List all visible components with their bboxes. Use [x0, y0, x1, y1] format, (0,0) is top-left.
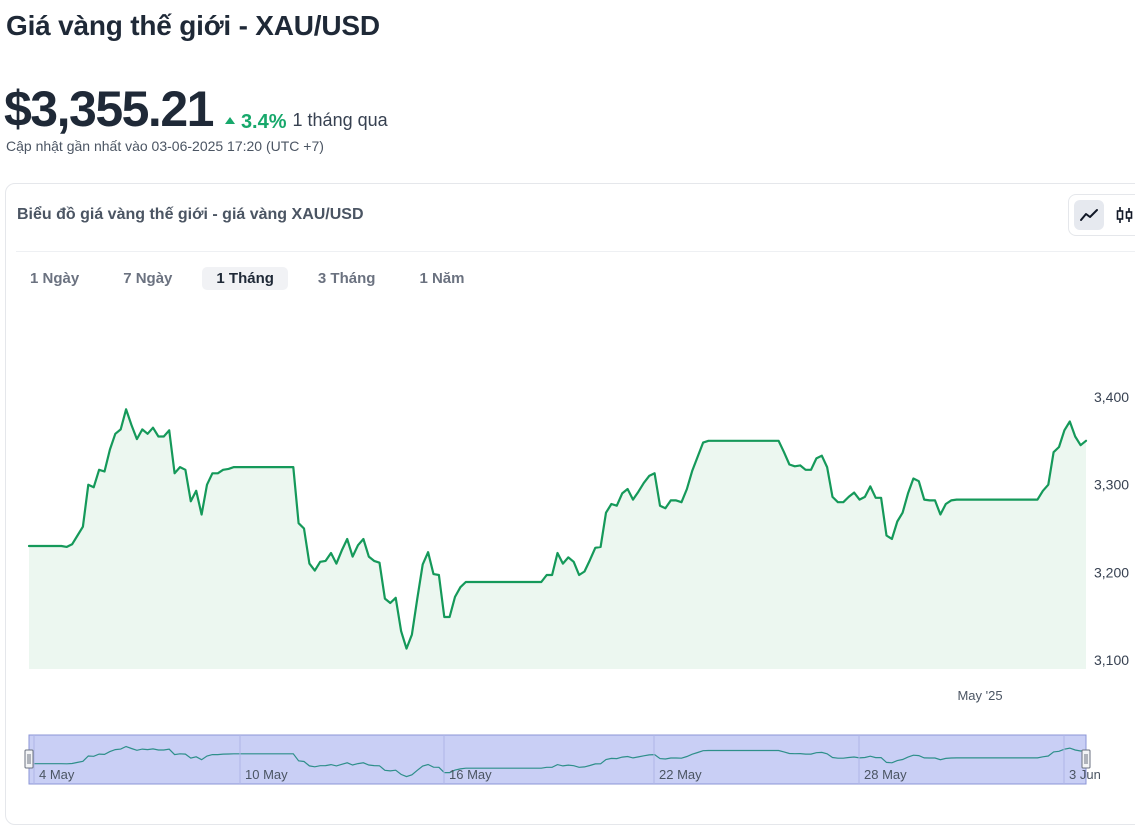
navigator-date-label: 22 May	[659, 767, 702, 782]
navigator-date-label: 16 May	[449, 767, 492, 782]
navigator-date-label: 3 Jun	[1069, 767, 1101, 782]
triangle-up-icon	[224, 117, 235, 124]
price-chart[interactable]: 3,100 3,200 3,300 3,400 May '25 4 May 10 May 16…	[0, 0, 1135, 801]
navigator-left-handle[interactable]	[24, 749, 34, 769]
chart-card-title: Biểu đồ giá vàng thế giới - giá vàng XAU…	[17, 206, 364, 223]
candlestick-chart-button[interactable]	[1109, 200, 1135, 230]
navigator-right-handle[interactable]	[1081, 749, 1091, 769]
navigator-series	[29, 745, 1087, 778]
tab-3-months[interactable]: 3 Tháng	[317, 270, 376, 287]
navigator-date-label: 10 May	[245, 767, 288, 782]
tab-1-day[interactable]: 1 Ngày	[30, 270, 80, 287]
change-period: 1 tháng qua	[292, 110, 388, 130]
line-chart-button[interactable]	[1074, 200, 1104, 230]
tab-1-month[interactable]: 1 Tháng	[202, 267, 288, 290]
y-tick-label: 3,400	[1094, 389, 1129, 405]
price-area	[29, 409, 1086, 669]
y-tick-label: 3,100	[1094, 652, 1129, 668]
last-updated: Cập nhật gần nhất vào 03-06-2025 17:20 (…	[6, 138, 324, 154]
navigator-date-label: 4 May	[39, 767, 75, 782]
chart-type-toggle	[1068, 194, 1135, 236]
range-tabs: 1 Ngày 7 Ngày 1 Tháng 3 Tháng 1 Năm	[16, 267, 494, 290]
current-price: $3,355.21	[4, 81, 214, 137]
navigator-date-label: 28 May	[864, 767, 907, 782]
line-chart-icon	[1080, 209, 1098, 221]
price-line	[27, 408, 1088, 650]
tab-7-days[interactable]: 7 Ngày	[123, 270, 173, 287]
navigator-window	[28, 734, 1087, 785]
candlestick-icon	[1116, 207, 1133, 223]
x-axis-period-label: May '25	[957, 688, 1002, 703]
page-title: Giá vàng thế giới - XAU/USD	[6, 10, 380, 41]
card-divider	[16, 251, 1135, 252]
tab-1-year[interactable]: 1 Năm	[419, 270, 465, 287]
price-row: $3,355.21 3.4% 1 tháng qua	[4, 80, 388, 138]
price-change-pct: 3.4%	[240, 111, 287, 133]
y-tick-label: 3,300	[1094, 477, 1129, 493]
price-change: 3.4%	[224, 111, 287, 134]
y-tick-label: 3,200	[1094, 564, 1129, 580]
